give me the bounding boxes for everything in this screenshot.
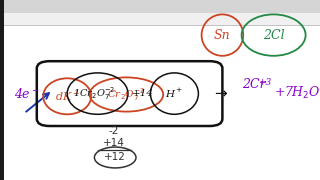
Text: Sn: Sn: [214, 29, 231, 42]
Bar: [4, 0, 320, 13]
Text: +7H$_2$O: +7H$_2$O: [274, 85, 320, 101]
Text: 1Cr$_2$O$_7^{-2}$: 1Cr$_2$O$_7^{-2}$: [73, 85, 116, 102]
Text: Cr$_2$O$_7^{-2}$: Cr$_2$O$_7^{-2}$: [107, 86, 146, 103]
Text: +3: +3: [258, 78, 271, 87]
Text: +12: +12: [104, 152, 126, 163]
Text: 2Cr: 2Cr: [242, 78, 265, 91]
Text: →: →: [214, 86, 227, 101]
Bar: [4, 0, 320, 25]
Text: dK$^+$: dK$^+$: [55, 89, 80, 104]
Text: -2: -2: [108, 125, 119, 136]
Text: +14: +14: [103, 138, 124, 148]
Bar: [0, 0, 4, 180]
Text: H$^+$: H$^+$: [165, 87, 183, 100]
Text: +14: +14: [132, 89, 154, 98]
Text: 2Cl: 2Cl: [263, 29, 284, 42]
Text: 4e$^-$: 4e$^-$: [14, 87, 40, 101]
